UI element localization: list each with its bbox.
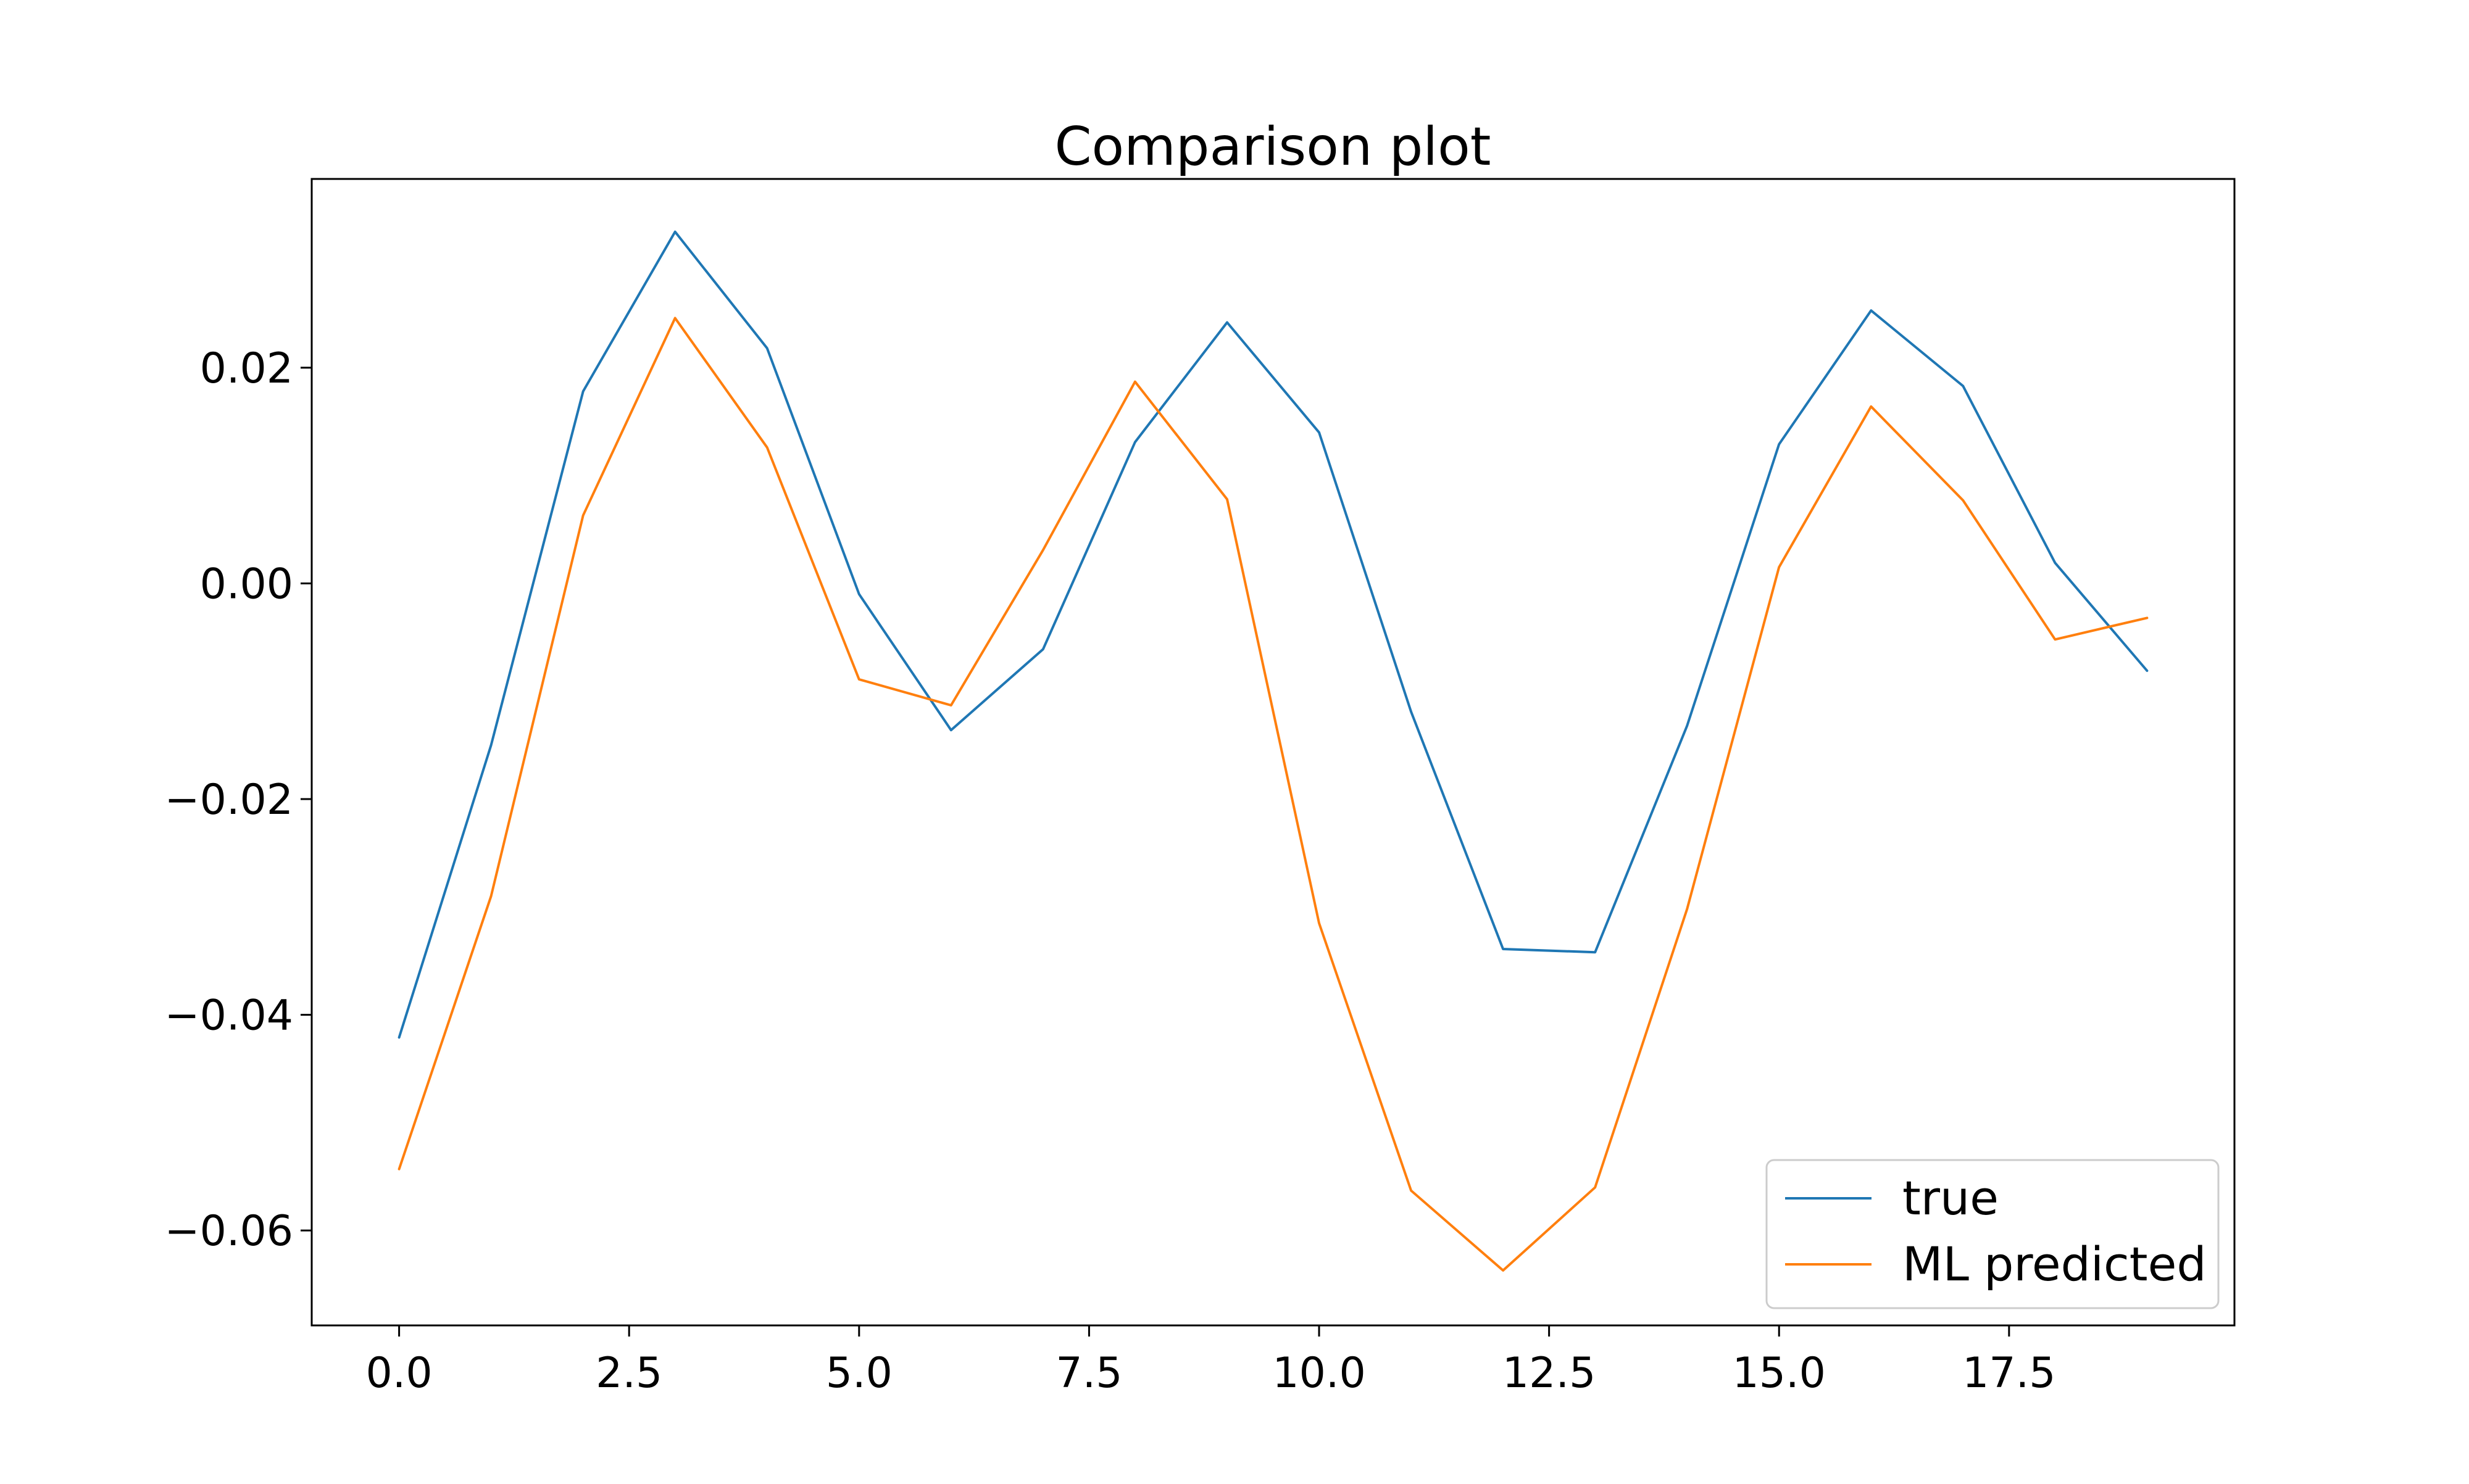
y-tick-label: −0.02 xyxy=(165,776,293,824)
y-axis: −0.06 −0.04 −0.02 0.00 0.02 xyxy=(165,344,312,1256)
x-tick-label: 0.0 xyxy=(366,1349,433,1398)
series-layer xyxy=(398,230,2149,1272)
x-tick-label: 12.5 xyxy=(1502,1349,1596,1398)
series-line-ml-predicted xyxy=(398,317,2149,1272)
legend: true ML predicted xyxy=(1765,1159,2220,1309)
series-line-true xyxy=(398,230,2149,1039)
legend-label: true xyxy=(1902,1171,1999,1225)
y-tick-label: −0.06 xyxy=(165,1207,293,1256)
x-axis: 0.0 2.5 5.0 7.5 10.0 12.5 15.0 17.5 xyxy=(366,1325,2056,1398)
legend-box xyxy=(1765,1159,2220,1309)
y-tick-label: 0.00 xyxy=(200,560,293,608)
x-tick-label: 5.0 xyxy=(826,1349,893,1398)
x-tick-label: 17.5 xyxy=(1962,1349,2055,1398)
y-tick-label: 0.02 xyxy=(200,344,293,393)
x-tick-label: 15.0 xyxy=(1733,1349,1826,1398)
axes-frame xyxy=(310,178,2236,1327)
plot-area xyxy=(310,178,2236,1327)
x-tick-label: 10.0 xyxy=(1272,1349,1365,1398)
chart-title: Comparison plot xyxy=(1054,116,1491,178)
legend-label: ML predicted xyxy=(1902,1237,2207,1291)
x-tick-label: 7.5 xyxy=(1055,1349,1122,1398)
y-tick-label: −0.04 xyxy=(165,992,293,1040)
x-tick-label: 2.5 xyxy=(596,1349,662,1398)
